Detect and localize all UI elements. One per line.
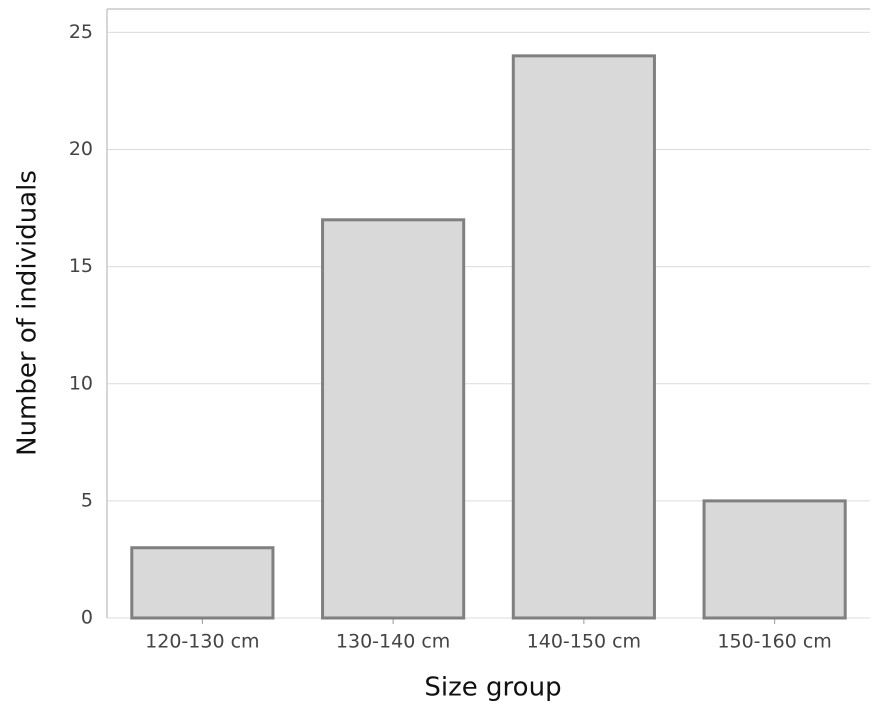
y-axis-title: Number of individuals (13, 170, 43, 456)
y-tick-label: 20 (69, 138, 93, 160)
x-tick-label: 120-130 cm (145, 631, 259, 653)
x-tick-label: 140-150 cm (527, 631, 641, 653)
bar (511, 54, 656, 620)
y-tick-label: 25 (69, 21, 93, 43)
y-tick-label: 15 (69, 255, 93, 277)
y-tick-label: 10 (69, 372, 93, 394)
y-tick-label: 5 (81, 489, 93, 511)
x-tick-label: 150-160 cm (717, 631, 831, 653)
x-tick-label: 130-140 cm (336, 631, 450, 653)
x-axis-title: Size group (424, 673, 561, 703)
y-tick-label: 0 (81, 607, 93, 629)
bar (702, 499, 847, 620)
bar (321, 218, 466, 620)
bar (130, 546, 275, 620)
